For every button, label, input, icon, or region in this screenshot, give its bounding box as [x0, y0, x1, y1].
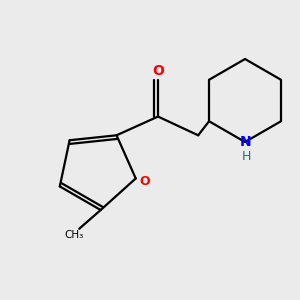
Text: O: O [140, 175, 150, 188]
Text: CH₃: CH₃ [64, 230, 83, 240]
Text: O: O [152, 64, 164, 78]
Text: N: N [240, 135, 251, 149]
Text: H: H [242, 150, 251, 163]
